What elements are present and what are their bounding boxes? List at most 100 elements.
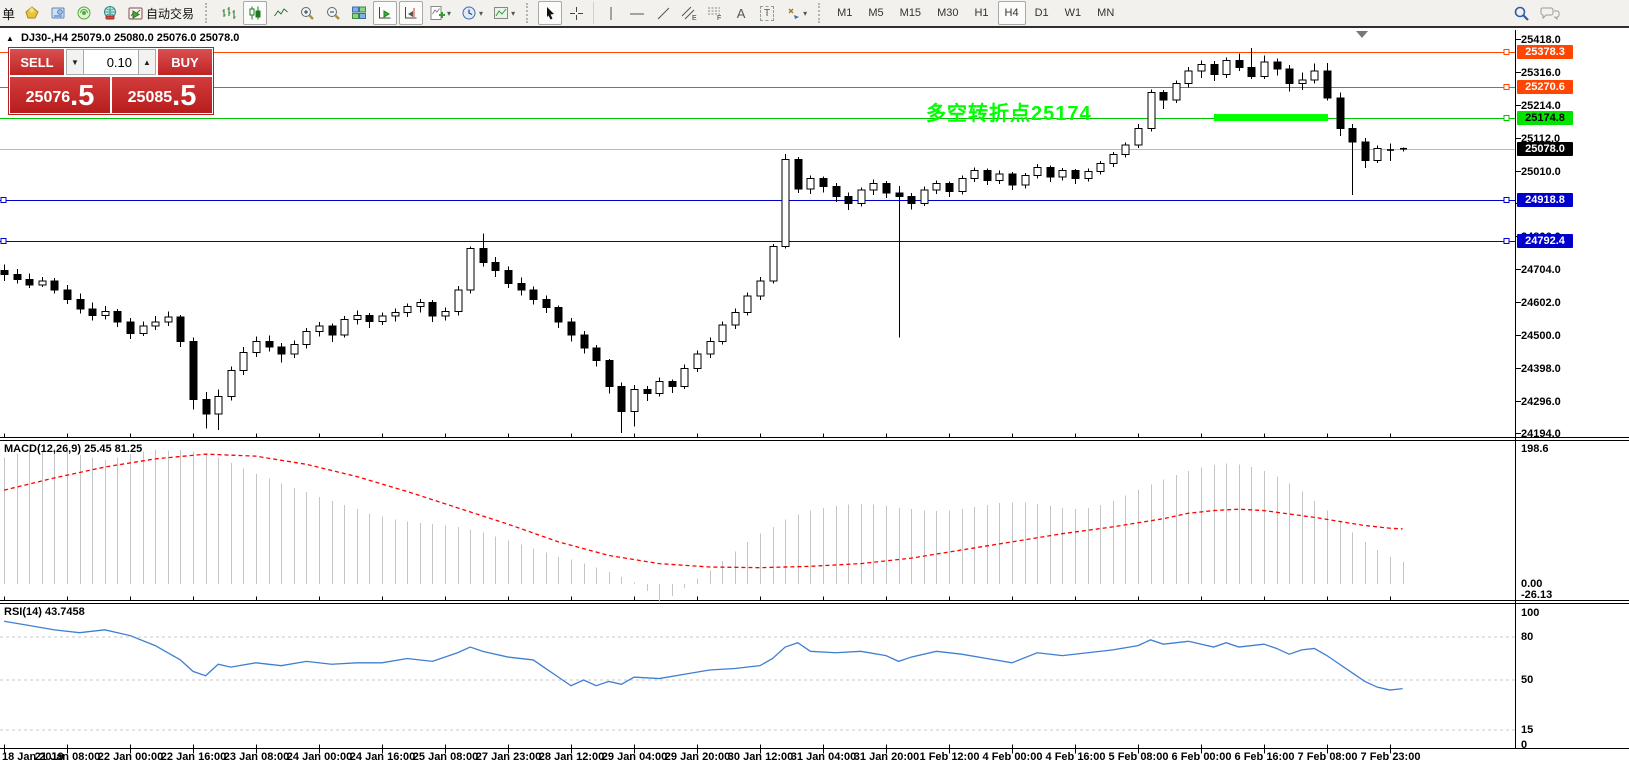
text-label-tool-button[interactable]: T	[755, 1, 779, 25]
auto-scroll-icon	[379, 7, 391, 19]
fibonacci-icon: F	[708, 7, 721, 21]
line-chart-icon	[274, 8, 288, 17]
sell-button[interactable]: SELL	[10, 49, 64, 75]
favorites-icon[interactable]	[20, 1, 44, 25]
sell-price-display[interactable]: 25076 .5	[10, 77, 110, 113]
toolbar-right-icons	[1508, 1, 1565, 25]
arrows-tool-button[interactable]: ▾	[781, 1, 811, 25]
trendline-tool-button[interactable]	[651, 1, 675, 25]
equidistant-channel-tool-button[interactable]: E	[677, 1, 701, 25]
window-collapse-icon[interactable]: ▲	[6, 34, 14, 43]
timeframe-button-H4[interactable]: H4	[997, 1, 1026, 25]
vertical-line-tool-button[interactable]	[599, 1, 623, 25]
market-icon	[104, 6, 117, 20]
zoom-in-button[interactable]	[295, 1, 319, 25]
market-button[interactable]	[98, 1, 122, 25]
arrows-icon	[788, 8, 800, 19]
volume-up-button[interactable]: ▲	[138, 49, 156, 75]
autotrading-icon	[128, 7, 143, 19]
ohlc-low: 25076.0	[156, 32, 197, 44]
ohlc-high: 25080.0	[113, 32, 154, 44]
timeframe-button-M5[interactable]: M5	[868, 7, 884, 19]
bar-chart-button[interactable]	[217, 1, 241, 25]
search-icon	[1514, 6, 1529, 21]
ohlc-close: 25078.0	[199, 32, 240, 44]
chart-shift-button[interactable]	[399, 1, 424, 25]
timeframe-button-MN[interactable]: MN	[1097, 7, 1115, 19]
window-frame	[0, 30, 1629, 754]
chat-bubbles-icon	[1540, 7, 1560, 21]
chart-header: ▲ DJ30-,H4 25079.0 25080.0 25076.0 25078…	[6, 32, 239, 44]
search-button[interactable]	[1509, 1, 1534, 25]
text-tool-label: A	[736, 5, 746, 21]
toolbar-grip[interactable]	[205, 3, 212, 23]
periods-dropdown-arrow[interactable]: ▾	[479, 8, 484, 18]
toolbar-grip[interactable]	[526, 3, 533, 23]
chat-button[interactable]	[1536, 1, 1564, 25]
clock-icon	[462, 6, 476, 20]
indicators-dropdown-arrow[interactable]: ▾	[447, 8, 452, 18]
buy-price-display[interactable]: 25085 .5	[112, 77, 212, 113]
tile-windows-button[interactable]	[347, 1, 371, 25]
symbol-period-label: DJ30-,H4	[20, 32, 69, 44]
candlestick-chart-button[interactable]	[243, 1, 268, 25]
sell-price-frac: .5	[70, 80, 95, 112]
horizontal-level-lines[interactable]	[0, 49, 1515, 244]
main-toolbar: 单 自动交易	[0, 0, 1629, 28]
timeframe-button-W1[interactable]: W1	[1064, 7, 1082, 19]
trend-segment[interactable]	[1214, 114, 1328, 122]
signals-icon	[77, 6, 91, 20]
zoom-out-button[interactable]	[321, 1, 345, 25]
chart-shift-marker[interactable]	[1356, 31, 1368, 38]
buy-button[interactable]: BUY	[158, 49, 212, 75]
macd-signal-line	[3, 453, 1403, 569]
arrows-dropdown-arrow[interactable]: ▾	[803, 8, 808, 18]
auto-scroll-button[interactable]	[373, 1, 398, 25]
chart-annotation-text[interactable]: 多空转折点25174	[926, 103, 1092, 125]
timeframe-button-M1[interactable]: M1	[837, 7, 853, 19]
line-chart-button[interactable]	[269, 1, 293, 25]
macd-label: MACD(12,26,9) 25.45 81.25	[4, 443, 143, 455]
volume-input[interactable]	[84, 49, 138, 75]
buy-price-frac: .5	[172, 80, 197, 112]
templates-dropdown-arrow[interactable]: ▾	[511, 8, 516, 18]
sell-price-int: 25076	[25, 89, 71, 106]
text-label-icon: T	[760, 5, 775, 21]
timeframe-button-M30[interactable]: M30	[937, 7, 959, 19]
fibonacci-tool-button[interactable]: F	[703, 1, 727, 25]
chart-shift-icon	[405, 7, 417, 19]
candlestick-chart-icon	[249, 6, 261, 20]
volume-down-button[interactable]: ▼	[66, 49, 84, 75]
buy-price-int: 25085	[127, 89, 173, 106]
indicators-button[interactable]: ▾	[425, 1, 455, 25]
fibo-sub-label: F	[717, 15, 721, 21]
cursor-tool-button[interactable]	[538, 1, 563, 25]
timeframe-button-M15[interactable]: M15	[899, 7, 922, 19]
signals-button[interactable]	[72, 1, 96, 25]
channel-sub-label: E	[692, 15, 697, 21]
timeframe-button-H1[interactable]: H1	[974, 7, 989, 19]
horizontal-line-tool-button[interactable]	[625, 1, 649, 25]
zoom-out-icon	[327, 7, 340, 20]
new-order-button-partial[interactable]: 单	[2, 6, 16, 22]
bar-chart-icon	[222, 7, 236, 19]
periods-button[interactable]: ▾	[457, 1, 487, 25]
toolbar-grip[interactable]	[818, 3, 825, 23]
crosshair-tool-button[interactable]	[564, 1, 588, 25]
autotrading-button[interactable]: 自动交易	[124, 1, 198, 25]
trendline-icon	[657, 7, 669, 19]
horizontal-line-icon	[630, 13, 645, 14]
rsi-line	[3, 620, 1403, 691]
templates-button[interactable]: ▾	[489, 1, 519, 25]
metaeditor-button[interactable]	[46, 1, 70, 25]
vertical-line-icon	[610, 6, 612, 20]
crosshair-icon	[569, 6, 583, 20]
gold-nugget-icon	[25, 6, 39, 19]
indicators-icon	[430, 6, 446, 20]
text-tool-button[interactable]: A	[729, 1, 753, 25]
templates-icon	[494, 7, 509, 19]
timeframe-button-D1[interactable]: D1	[1034, 7, 1049, 19]
metaeditor-icon	[51, 7, 65, 19]
